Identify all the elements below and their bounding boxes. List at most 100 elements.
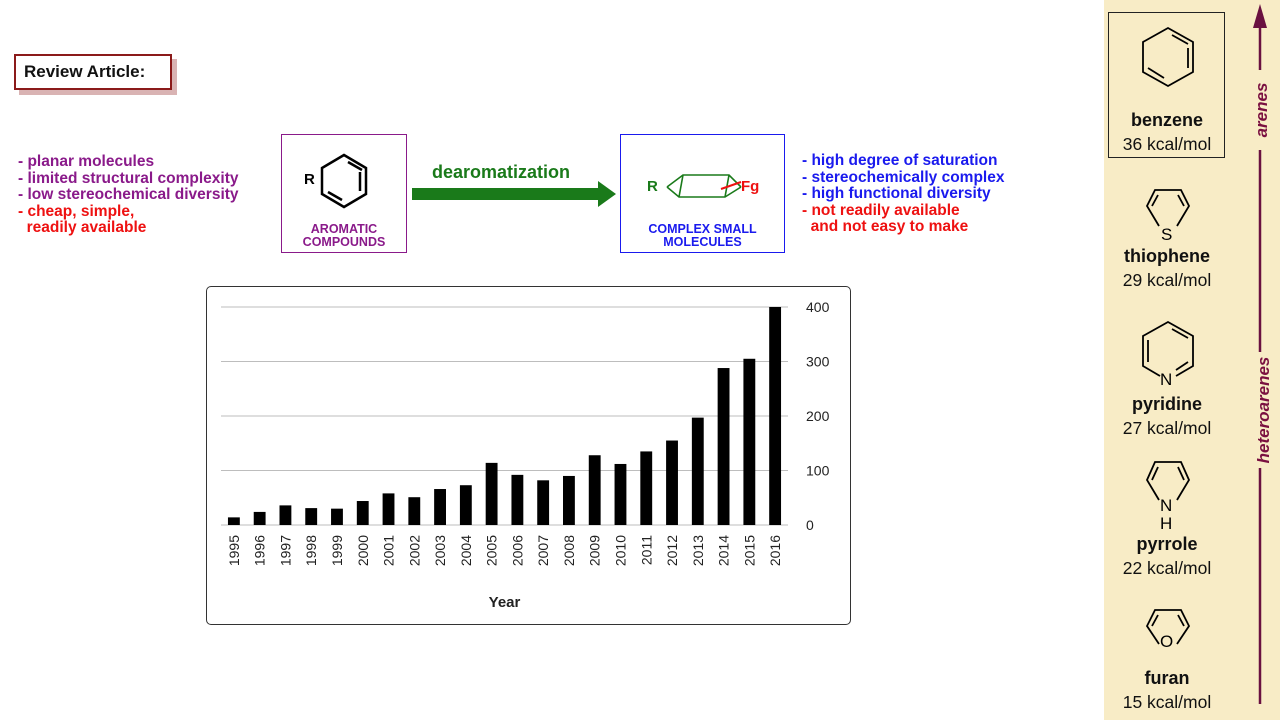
bar (691, 417, 704, 525)
right-bullet-item: - not readily available (802, 201, 960, 219)
bar (253, 511, 266, 525)
bar (382, 493, 395, 525)
benzene-energy: 36 kcal/mol (1122, 134, 1212, 154)
bar (666, 440, 678, 525)
bar (640, 451, 653, 525)
pyridine-energy: 27 kcal/mol (1122, 418, 1212, 438)
x-tick-label: 1998 (303, 535, 319, 566)
pyridine-structure-icon (1142, 320, 1194, 377)
y-tick-label: 300 (806, 354, 830, 370)
bar (485, 462, 498, 525)
thiophene-heteroatom: S (1161, 225, 1173, 244)
bar (227, 517, 240, 525)
benzene-highlight-box (1108, 12, 1225, 158)
x-tick-label: 2001 (381, 535, 397, 566)
left-bullet-item: - planar molecules (18, 153, 155, 170)
x-tick-label: 1997 (277, 535, 293, 566)
cyclohexane-chair-structure (666, 174, 742, 198)
aromatic-label-line1: AROMATIC (310, 222, 378, 236)
furan-energy: 15 kcal/mol (1122, 692, 1212, 712)
y-tick-label: 400 (806, 299, 830, 315)
bar (408, 497, 421, 525)
thiophene-energy: 29 kcal/mol (1122, 270, 1212, 290)
review-article-tag: Review Article: (14, 54, 172, 90)
x-tick-label: 2011 (638, 535, 654, 565)
right-bullet-item: - high degree of saturation (802, 152, 998, 169)
furan-structure-icon (1145, 609, 1191, 645)
bar (717, 368, 730, 525)
x-tick-label: 2000 (355, 535, 371, 566)
x-tick-label: 2006 (509, 535, 525, 566)
x-tick-label: 2003 (432, 535, 448, 566)
left-bullet-list: - planar molecules - limited structural … (18, 153, 239, 237)
dearomatization-label: dearomatization (432, 162, 571, 182)
bar (614, 463, 627, 525)
pyrrole-energy: 22 kcal/mol (1122, 558, 1212, 578)
complex-molecules-card: R Fg COMPLEX SMALL MOLECULES (620, 134, 785, 253)
benzene-name: benzene (1130, 110, 1204, 130)
bar (588, 455, 601, 525)
x-axis-title: Year (489, 594, 521, 611)
heteroarenes-label: heteroarenes (1252, 352, 1276, 468)
right-bullet-item: - high functional diversity (802, 185, 991, 202)
arenes-label: arenes (1250, 70, 1274, 150)
complex-label-line1: COMPLEX SMALL (648, 222, 757, 236)
pyrrole-hydrogen: H (1160, 514, 1173, 533)
right-bullet-list: - high degree of saturation - stereochem… (802, 152, 1005, 236)
review-article-label: Review Article: (24, 62, 146, 81)
x-tick-label: 1996 (252, 535, 268, 566)
x-tick-label: 2012 (664, 535, 680, 566)
fg-group-label: Fg (741, 178, 760, 195)
x-tick-label: 2008 (561, 535, 577, 566)
thiophene-name: thiophene (1124, 246, 1210, 266)
y-tick-label: 100 (806, 463, 830, 479)
furan-heteroatom: O (1160, 632, 1174, 651)
pyrrole-heteroatom: N (1160, 496, 1173, 515)
x-tick-label: 2002 (406, 535, 422, 566)
x-tick-label: 2009 (587, 535, 603, 566)
left-bullet-item: - limited structural complexity (18, 169, 239, 187)
bar (537, 480, 550, 525)
y-tick-label: 0 (806, 517, 814, 533)
r-group-label: R (647, 178, 658, 195)
bar (305, 508, 318, 525)
left-bullet-item: - cheap, simple, (18, 202, 135, 220)
dearomatization-arrow-icon (412, 181, 616, 207)
publications-bar-chart: 0 100 200 300 400 1995 1996 1997 1998 1999 2000 200… (206, 286, 851, 625)
left-bullet-item: readily available (18, 219, 147, 236)
pyrrole-name: pyrrole (1136, 534, 1198, 554)
pyridine-heteroatom: N (1160, 370, 1173, 389)
bar (459, 485, 472, 525)
bar (279, 505, 292, 525)
bar (331, 508, 343, 525)
x-tick-label: 2013 (690, 535, 706, 566)
complex-label-line2: MOLECULES (663, 235, 742, 249)
x-tick-label: 1999 (329, 535, 345, 566)
chart-canvas: 0 100 200 300 400 1995 1996 1997 1998 1999 2000 200… (221, 299, 830, 611)
aromatic-label-line2: COMPOUNDS (302, 235, 386, 249)
bar (356, 501, 369, 525)
left-bullet-item: - low stereochemical diversity (18, 186, 239, 203)
right-bullet-item: and not easy to make (802, 218, 969, 235)
x-tick-label: 2010 (612, 535, 628, 566)
right-bullet-item: - stereochemically complex (802, 168, 1005, 186)
y-tick-label: 200 (806, 408, 830, 424)
pyridine-name: pyridine (1131, 394, 1202, 414)
x-tick-label: 2016 (767, 535, 783, 566)
bar (434, 489, 446, 525)
bar (769, 307, 782, 525)
aromatic-compounds-card: R AROMATIC COMPOUNDS (281, 134, 407, 253)
x-tick-label: 2015 (741, 535, 757, 566)
thiophene-structure-icon (1145, 189, 1191, 227)
bar (563, 475, 575, 525)
x-tick-label: 2005 (484, 535, 500, 566)
benzene-structure-icon (1142, 26, 1194, 88)
x-tick-label: 1995 (226, 535, 242, 566)
r-group-label: R (304, 171, 315, 188)
furan-name: furan (1144, 668, 1190, 688)
bar (743, 358, 756, 525)
pyrrole-structure-icon (1145, 461, 1191, 501)
x-tick-label: 2004 (458, 535, 474, 566)
x-tick-label: 2014 (716, 535, 732, 566)
bar (511, 474, 524, 525)
